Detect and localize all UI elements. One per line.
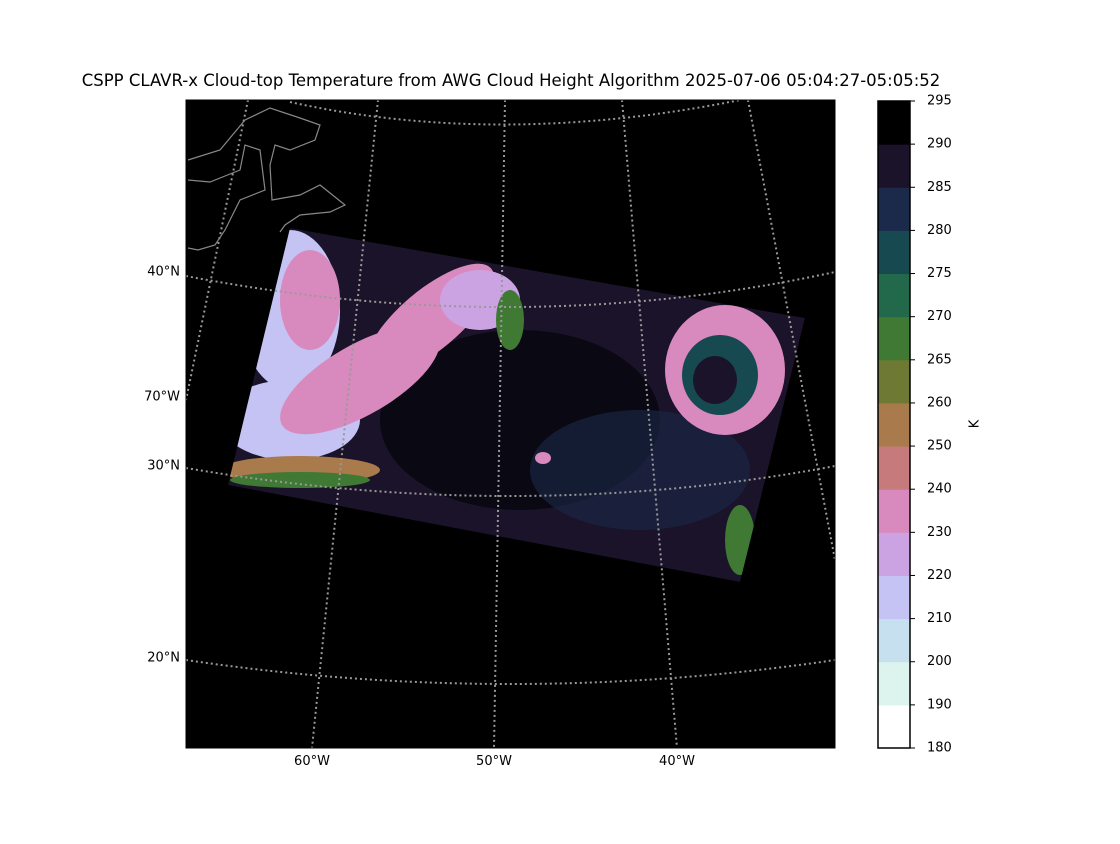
- colorbar-bin: [878, 402, 910, 447]
- lat-label: 20°N: [147, 651, 180, 666]
- colorbar-tick-label: 260: [927, 395, 952, 410]
- colorbar-tick-label: 180: [927, 741, 952, 756]
- cloud-swath: [228, 228, 805, 582]
- title: CSPP CLAVR-x Cloud-top Temperature from …: [82, 71, 941, 90]
- colorbar-bin: [878, 618, 910, 663]
- coastline: [187, 107, 347, 251]
- colorbar-bin: [878, 446, 910, 490]
- lon-label: 50°W: [476, 754, 512, 769]
- colorbar-bin: [878, 230, 910, 275]
- colorbar-tick-label: 250: [927, 439, 952, 454]
- colorbar-tick-label: 280: [927, 223, 952, 238]
- colorbar-tick-label: 270: [927, 309, 952, 324]
- lon-label: 70°W: [144, 390, 180, 405]
- colorbar-bin: [878, 532, 910, 576]
- lon-label: 60°W: [294, 754, 330, 769]
- colorbar-bin: [878, 273, 910, 318]
- colorbar-tick-label: 220: [927, 568, 952, 583]
- map-frame: [185, 99, 836, 749]
- lat-label: 40°N: [147, 265, 180, 280]
- colorbar-bin: [878, 316, 910, 361]
- colorbar-bin: [878, 144, 910, 188]
- colorbar-bin: [878, 704, 910, 749]
- colorbar-tick-label: 290: [927, 137, 952, 152]
- colorbar: 180 190 200 210 220 230 240 250 260 265 270 275 280 2…: [877, 94, 952, 756]
- lat-label: 30°N: [147, 459, 180, 474]
- colorbar-tick-label: 295: [927, 94, 952, 109]
- colorbar-bin: [878, 489, 910, 533]
- colorbar-tick-label: 240: [927, 482, 952, 497]
- colorbar-tick-label: 230: [927, 525, 952, 540]
- colorbar-bin: [878, 661, 910, 706]
- colorbar-tick-label: 210: [927, 611, 952, 626]
- colorbar-tick-label: 265: [927, 352, 952, 367]
- colorbar-tick-label: 190: [927, 697, 952, 712]
- colorbar-label: K: [968, 419, 983, 428]
- colorbar-bin: [878, 187, 910, 231]
- lon-label: 40°W: [659, 754, 695, 769]
- colorbar-bin: [878, 101, 910, 145]
- colorbar-bin: [878, 359, 910, 404]
- colorbar-frame: [877, 100, 911, 749]
- colorbar-bin: [878, 575, 910, 620]
- colorbar-tick-label: 200: [927, 654, 952, 669]
- colorbar-tick-label: 275: [927, 266, 952, 281]
- colorbar-tick-label: 285: [927, 180, 952, 195]
- map: [186, 100, 835, 748]
